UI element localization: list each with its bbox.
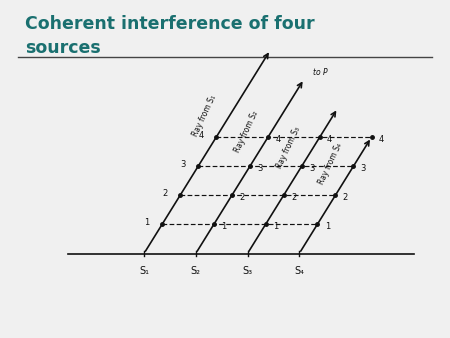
Text: S₃: S₃ — [243, 266, 252, 276]
Text: 4: 4 — [275, 135, 281, 144]
Text: S₂: S₂ — [191, 266, 201, 276]
Text: S₁: S₁ — [139, 266, 149, 276]
Text: Coherent interference of four: Coherent interference of four — [25, 15, 315, 33]
Text: to P: to P — [313, 68, 328, 77]
Text: 3: 3 — [180, 160, 185, 169]
Text: 1: 1 — [144, 218, 149, 227]
Text: Ray from S₁: Ray from S₁ — [191, 94, 218, 138]
Text: Ray from S₄: Ray from S₄ — [316, 142, 344, 186]
Text: 3: 3 — [257, 164, 263, 173]
Text: 1: 1 — [324, 222, 330, 232]
Text: 2: 2 — [291, 193, 296, 202]
Text: 4: 4 — [327, 135, 333, 144]
Text: 4: 4 — [198, 131, 204, 140]
Text: S₄: S₄ — [294, 266, 304, 276]
Text: 2: 2 — [343, 193, 348, 202]
Text: 2: 2 — [239, 193, 244, 202]
Text: Ray from S₂: Ray from S₂ — [233, 110, 260, 154]
Text: 4: 4 — [379, 135, 384, 144]
Text: 3: 3 — [309, 164, 315, 173]
Text: 2: 2 — [162, 189, 167, 198]
Text: 3: 3 — [361, 164, 366, 173]
Text: sources: sources — [25, 39, 100, 57]
Text: 1: 1 — [273, 222, 278, 232]
Text: 1: 1 — [221, 222, 226, 232]
Text: Ray from S₃: Ray from S₃ — [274, 126, 302, 170]
